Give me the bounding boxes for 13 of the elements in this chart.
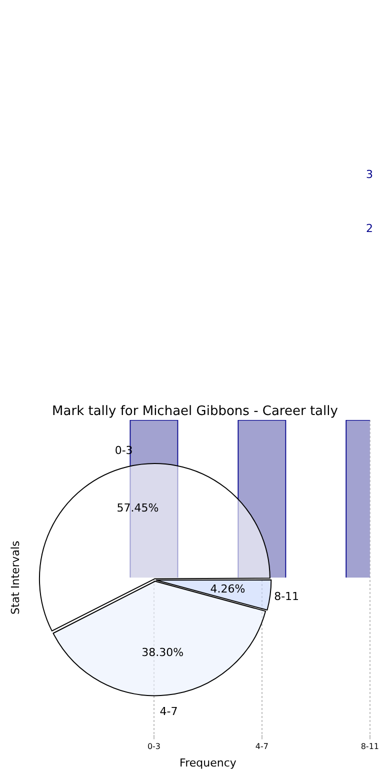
data-label: 57.45% — [116, 502, 159, 515]
slice-label: 8-11 — [274, 590, 300, 604]
text: 3 — [366, 168, 373, 181]
x-tick-label: 8-11 — [360, 742, 379, 752]
chart-title: Mark tally for Michael Gibbons - Career tally — [51, 404, 339, 419]
x-axis-title: Frequency — [180, 756, 237, 770]
text: 2 — [366, 222, 373, 235]
x-tick-label: 4-7 — [255, 742, 268, 752]
x-tick-label: 0-3 — [147, 742, 161, 752]
data-label: 4.26% — [210, 582, 246, 596]
y-axis-title: Stat Intervals — [8, 540, 22, 614]
data-label: 38.30% — [142, 646, 184, 659]
slice-label: 4-7 — [160, 704, 178, 718]
